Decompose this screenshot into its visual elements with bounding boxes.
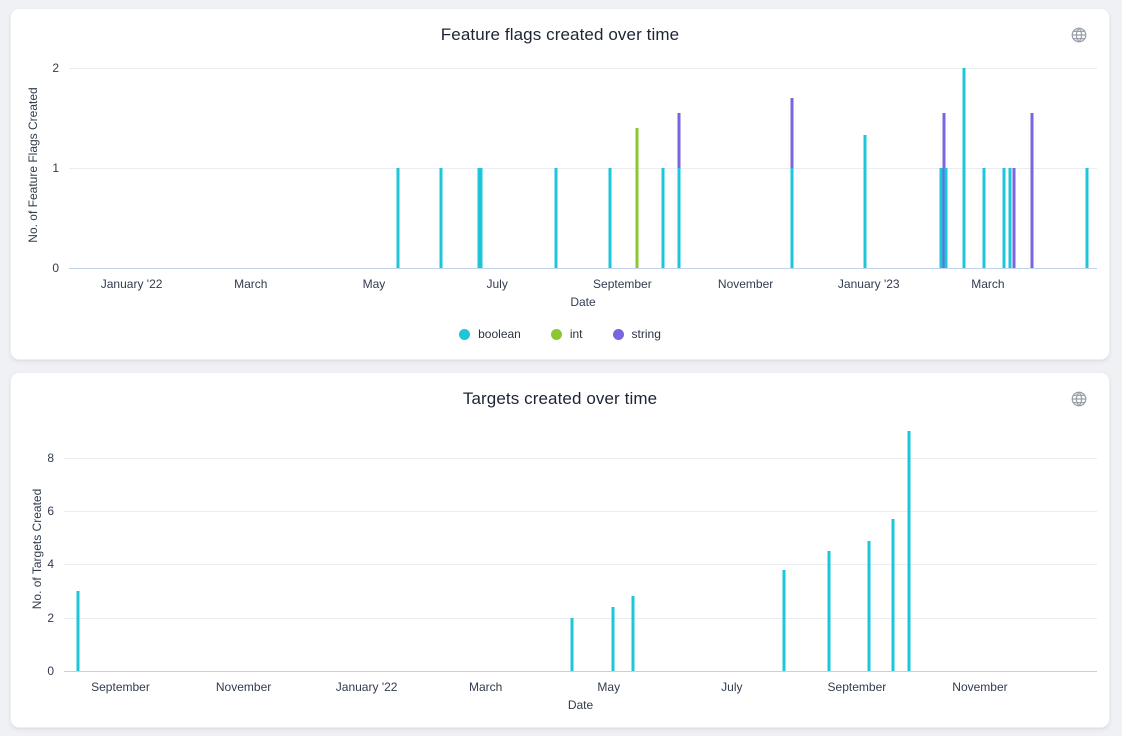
- bar-targets[interactable]: [76, 591, 80, 671]
- bar-boolean[interactable]: [863, 135, 867, 268]
- x-tick-label: January '22: [100, 277, 163, 291]
- x-axis-title: Date: [570, 295, 596, 309]
- x-tick-label: May: [362, 277, 386, 291]
- bar-boolean[interactable]: [479, 168, 483, 268]
- x-tick-label: March: [234, 277, 268, 291]
- bar-boolean[interactable]: [396, 168, 400, 268]
- x-tick-label: July: [486, 277, 508, 291]
- x-tick-label: July: [721, 680, 743, 694]
- bar-boolean[interactable]: [790, 168, 794, 268]
- bar-string[interactable]: [942, 113, 945, 268]
- bar-targets[interactable]: [827, 551, 831, 671]
- legend-label: string: [631, 327, 661, 341]
- legend-dot-icon: [550, 328, 562, 340]
- x-axis-line: [64, 671, 1097, 672]
- bar-boolean[interactable]: [1085, 168, 1089, 268]
- bar-boolean[interactable]: [608, 168, 612, 268]
- bar-boolean[interactable]: [661, 168, 665, 268]
- x-tick-label: January '22: [335, 680, 398, 694]
- bar-targets[interactable]: [611, 607, 615, 671]
- x-tick-label: November: [215, 680, 272, 694]
- gridline: [64, 617, 1097, 619]
- targets-chart-card: Targets created over time No. of Targets…: [10, 372, 1110, 728]
- x-tick-label: November: [952, 680, 1008, 694]
- bar-boolean[interactable]: [1008, 168, 1012, 268]
- x-tick-label: September: [593, 277, 652, 291]
- bar-string[interactable]: [1030, 113, 1034, 268]
- legend-dot-icon: [459, 328, 471, 340]
- bar-targets[interactable]: [891, 519, 895, 671]
- bar-targets[interactable]: [570, 617, 574, 671]
- bar-boolean[interactable]: [554, 168, 558, 268]
- x-tick-label: January '23: [837, 277, 900, 291]
- gridline: [64, 511, 1097, 513]
- legend-item-string[interactable]: string: [612, 327, 661, 341]
- plot-area: No. of Feature Flags Created Date 0 1 2 Jan…: [26, 61, 1097, 309]
- y-tick-label: 0: [47, 664, 54, 678]
- x-tick-label: September: [91, 680, 150, 694]
- y-tick-label: 8: [47, 450, 54, 465]
- x-tick-label: May: [597, 680, 621, 694]
- y-tick-label: 6: [47, 504, 54, 519]
- globe-button[interactable]: [1069, 25, 1089, 45]
- bar-boolean[interactable]: [1002, 168, 1006, 268]
- x-tick-label: March: [469, 680, 503, 694]
- bar-targets[interactable]: [631, 596, 635, 671]
- legend-label: boolean: [478, 327, 521, 341]
- chart-legend: boolean int string: [11, 327, 1109, 341]
- x-axis-line: [69, 268, 1097, 269]
- feature-flags-chart-card: Feature flags created over time No. of F…: [10, 8, 1110, 360]
- bar-targets[interactable]: [782, 569, 786, 671]
- globe-icon: [1071, 391, 1087, 407]
- gridline: [64, 564, 1097, 566]
- legend-item-int[interactable]: int: [550, 327, 583, 341]
- bar-boolean[interactable]: [439, 168, 443, 268]
- globe-button[interactable]: [1069, 389, 1089, 409]
- x-tick-label: March: [971, 277, 1005, 291]
- bar-boolean[interactable]: [962, 68, 966, 268]
- y-tick-label: 0: [52, 261, 59, 275]
- x-tick-label: September: [827, 680, 887, 694]
- legend-dot-icon: [612, 328, 624, 340]
- bar-string[interactable]: [1012, 168, 1016, 268]
- bar-boolean[interactable]: [944, 168, 948, 268]
- y-tick-label: 4: [47, 557, 54, 572]
- chart-title: Targets created over time: [462, 389, 658, 408]
- bar-boolean[interactable]: [982, 168, 986, 268]
- bar-targets[interactable]: [867, 540, 871, 671]
- bar-boolean[interactable]: [677, 168, 681, 268]
- x-tick-label: November: [717, 277, 774, 291]
- bar-targets[interactable]: [907, 431, 911, 671]
- gridline: [69, 168, 1097, 169]
- gridline: [64, 457, 1097, 459]
- legend-item-boolean[interactable]: boolean: [459, 327, 521, 341]
- bar-boolean[interactable]: [939, 168, 943, 268]
- y-tick-label: 2: [47, 610, 54, 625]
- legend-label: int: [569, 327, 583, 341]
- bar-boolean[interactable]: [477, 168, 481, 268]
- globe-icon: [1071, 27, 1087, 43]
- bar-int[interactable]: [635, 128, 639, 268]
- y-tick-label: 2: [52, 61, 59, 75]
- x-axis-title: Date: [567, 698, 594, 712]
- gridline: [69, 68, 1097, 69]
- plot-area: No. of Targets Created Date 0 2 4 6 8 Septemb…: [30, 426, 1097, 712]
- chart-title: Feature flags created over time: [440, 25, 680, 44]
- y-tick-label: 1: [52, 161, 59, 175]
